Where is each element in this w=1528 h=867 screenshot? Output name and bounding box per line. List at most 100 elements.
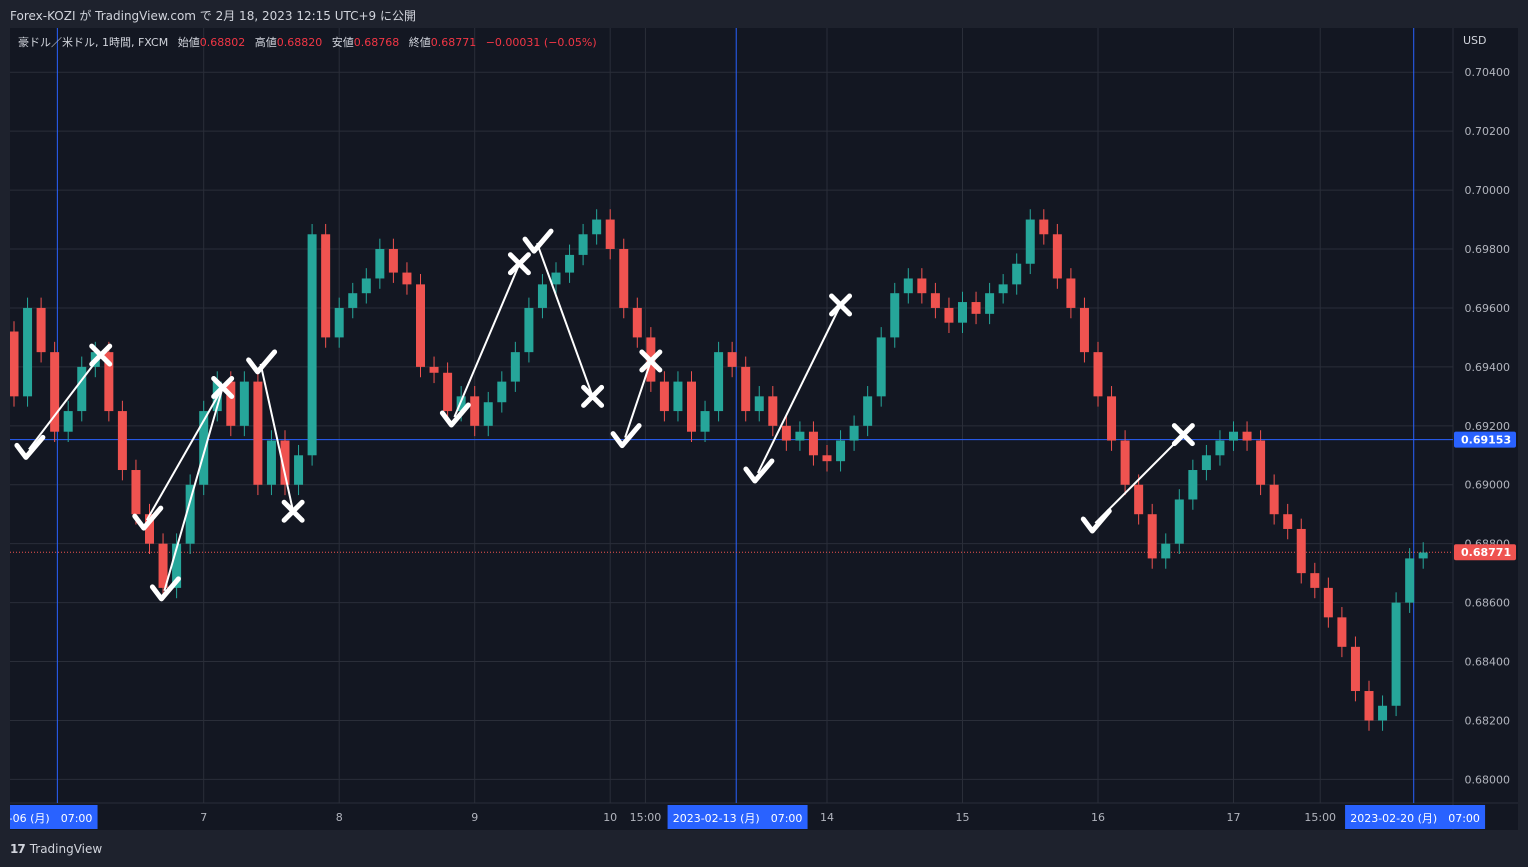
candle-body[interactable] [470, 396, 480, 426]
candle-body[interactable] [1215, 440, 1225, 456]
candle-body[interactable] [808, 431, 818, 456]
candle-body[interactable] [985, 293, 995, 314]
candle-body[interactable] [1052, 234, 1062, 279]
candle-body[interactable] [1337, 617, 1347, 647]
candle-body[interactable] [1256, 440, 1266, 485]
check-mark-icon[interactable] [246, 349, 278, 375]
candle-body[interactable] [294, 455, 304, 485]
candle-body[interactable] [510, 352, 520, 382]
candle-body[interactable] [145, 514, 154, 544]
candle-body[interactable] [1391, 602, 1401, 706]
check-mark-icon[interactable] [610, 423, 642, 449]
cross-mark-icon[interactable] [89, 343, 113, 367]
candle-body[interactable] [158, 543, 168, 588]
candle-body[interactable] [375, 249, 385, 279]
candle-body[interactable] [1147, 514, 1157, 559]
candle-body[interactable] [1364, 691, 1374, 721]
candle-body[interactable] [1323, 587, 1333, 618]
trend-line[interactable] [145, 387, 224, 521]
candle-body[interactable] [781, 425, 791, 441]
candle-body[interactable] [1039, 219, 1049, 235]
candle-body[interactable] [1296, 528, 1306, 574]
candle-body[interactable] [917, 278, 927, 294]
candle-body[interactable] [10, 331, 19, 397]
candle-body[interactable] [727, 352, 737, 367]
candle-body[interactable] [483, 402, 493, 426]
candle-body[interactable] [903, 278, 913, 294]
candle-body[interactable] [1378, 705, 1388, 721]
candle-body[interactable] [416, 284, 425, 367]
candle-body[interactable] [1418, 552, 1428, 559]
candle-body[interactable] [998, 284, 1008, 294]
candle-body[interactable] [388, 249, 398, 273]
candle-body[interactable] [348, 293, 358, 308]
candle-body[interactable] [754, 396, 764, 412]
candle-body[interactable] [944, 307, 954, 323]
candle-body[interactable] [1134, 484, 1144, 515]
candle-body[interactable] [280, 440, 290, 485]
candle-body[interactable] [890, 293, 900, 338]
candle-body[interactable] [592, 219, 602, 235]
candle-body[interactable] [1229, 431, 1238, 441]
cross-mark-icon[interactable] [507, 252, 531, 276]
candle-body[interactable] [1350, 646, 1360, 692]
candle-body[interactable] [1269, 484, 1279, 515]
candle-body[interactable] [768, 396, 778, 426]
chart-panel[interactable]: 0.70400 0.70200 0.70000 0.69800 0.69600 0.694… [10, 28, 1518, 830]
candle-body[interactable] [443, 372, 453, 412]
candle-body[interactable] [1310, 573, 1320, 588]
candle-body[interactable] [1242, 431, 1252, 441]
candle-body[interactable] [1107, 396, 1117, 441]
candle-body[interactable] [741, 366, 751, 412]
cross-mark-icon[interactable] [829, 293, 853, 317]
candle-body[interactable] [632, 307, 642, 338]
candle-body[interactable] [551, 272, 561, 285]
cross-mark-icon[interactable] [639, 349, 663, 373]
candle-body[interactable] [1283, 514, 1293, 529]
candle-body[interactable] [1174, 499, 1184, 544]
candle-body[interactable] [456, 396, 466, 412]
candle-body[interactable] [497, 381, 507, 403]
candle-body[interactable] [1066, 278, 1076, 308]
check-mark-icon[interactable] [149, 576, 181, 602]
candle-body[interactable] [131, 470, 141, 515]
candle-body[interactable] [199, 411, 209, 485]
candle-body[interactable] [321, 234, 331, 338]
check-mark-icon[interactable] [439, 402, 471, 428]
candle-body[interactable] [402, 272, 412, 285]
candle-body[interactable] [849, 425, 859, 441]
candle-body[interactable] [822, 455, 832, 462]
trend-line[interactable] [536, 242, 594, 397]
candle-body[interactable] [836, 440, 846, 462]
candle-body[interactable] [673, 381, 683, 412]
candle-body[interactable] [63, 411, 73, 432]
candle-body[interactable] [1079, 307, 1089, 353]
candle-body[interactable] [266, 440, 276, 485]
candle-body[interactable] [619, 249, 629, 308]
trend-line[interactable] [163, 387, 224, 592]
candle-body[interactable] [714, 352, 724, 412]
candle-body[interactable] [1405, 558, 1415, 603]
candlestick-chart[interactable]: 0.70400 0.70200 0.70000 0.69800 0.69600 0.694… [10, 28, 1518, 830]
candle-body[interactable] [1120, 440, 1130, 485]
check-mark-icon[interactable] [132, 505, 164, 531]
candle-body[interactable] [185, 484, 195, 544]
cross-mark-icon[interactable] [581, 384, 605, 408]
candle-body[interactable] [104, 352, 114, 412]
trend-line[interactable] [624, 360, 652, 438]
candle-body[interactable] [700, 411, 710, 432]
candle-body[interactable] [971, 302, 981, 314]
candle-body[interactable] [50, 352, 60, 432]
candle-body[interactable] [578, 234, 588, 255]
candle-body[interactable] [117, 411, 127, 471]
trend-line[interactable] [756, 304, 842, 474]
candle-body[interactable] [36, 307, 46, 353]
candle-body[interactable] [1093, 352, 1103, 397]
candle-body[interactable] [958, 302, 967, 323]
candle-body[interactable] [687, 381, 696, 432]
trend-line[interactable] [259, 363, 295, 512]
candle-body[interactable] [1161, 543, 1171, 559]
cross-mark-icon[interactable] [211, 376, 235, 400]
candle-body[interactable] [659, 381, 669, 412]
candle-body[interactable] [172, 543, 182, 588]
